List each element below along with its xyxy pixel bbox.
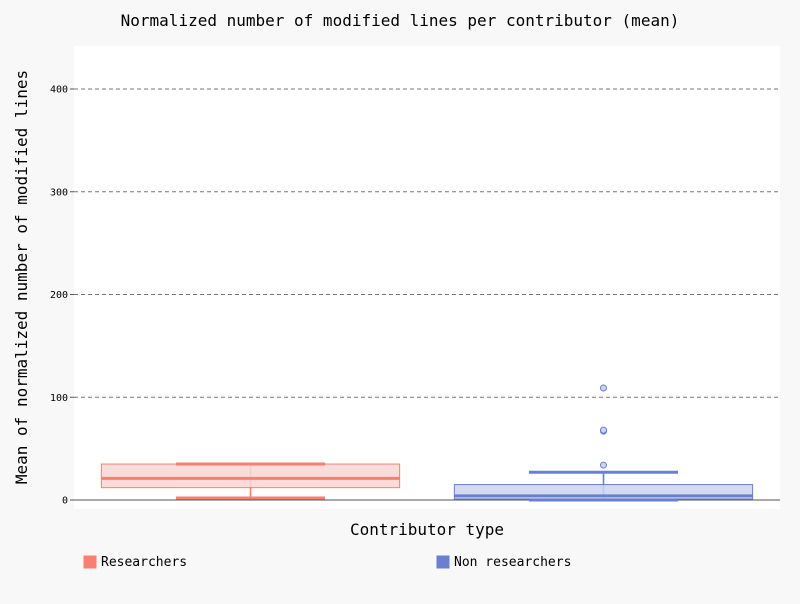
box-1: [100, 462, 401, 500]
legend: Researchers Non researchers: [83, 555, 571, 570]
legend-label: Researchers: [101, 555, 187, 570]
y-tick-label: 200: [50, 290, 68, 301]
y-axis-label: Mean of normalized number of modified li…: [12, 70, 31, 484]
legend-label: Non researchers: [454, 555, 571, 570]
box-2: [453, 384, 754, 502]
boxes: [100, 384, 754, 502]
x-axis-label: Contributor type: [350, 520, 504, 539]
outlier-point: [600, 384, 607, 392]
legend-item: Researchers: [83, 555, 187, 570]
y-tick-label: 0: [62, 496, 68, 507]
y-tick-label: 400: [50, 85, 68, 96]
legend-swatch: [436, 555, 450, 569]
chart-title: Normalized number of modified lines per …: [121, 11, 680, 30]
y-tick-label: 300: [50, 187, 68, 198]
outlier-point: [600, 461, 607, 469]
outlier-point: [600, 426, 607, 434]
iqr-box: [100, 463, 401, 489]
y-axis: 0 100 200 300 400: [50, 85, 74, 507]
legend-item: Non researchers: [436, 555, 571, 570]
plot-area: [74, 46, 780, 509]
y-tick-label: 100: [50, 393, 68, 404]
legend-swatch: [83, 555, 97, 569]
